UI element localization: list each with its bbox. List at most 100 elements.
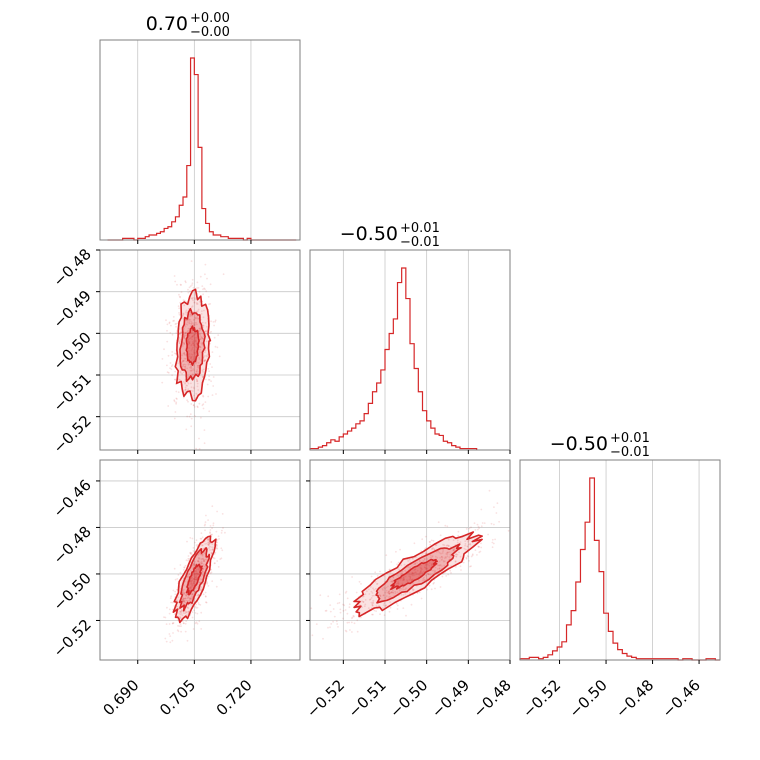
- sample-point: [204, 523, 207, 526]
- sample-point: [214, 320, 217, 323]
- sample-point: [189, 413, 192, 416]
- sample-point: [375, 610, 377, 612]
- sample-point: [213, 553, 216, 555]
- sample-point: [386, 591, 389, 594]
- sample-point: [425, 564, 427, 566]
- sample-point: [195, 317, 197, 320]
- sample-point: [203, 442, 206, 445]
- sample-point: [390, 580, 393, 583]
- sample-point: [411, 582, 414, 585]
- sample-point: [410, 579, 413, 582]
- sample-point: [195, 310, 197, 313]
- sample-point: [442, 543, 444, 546]
- sample-point: [429, 541, 431, 543]
- sample-point: [390, 561, 393, 563]
- sample-point: [212, 376, 215, 378]
- sample-point: [204, 359, 207, 362]
- sample-point: [202, 394, 204, 397]
- sample-point: [188, 320, 191, 323]
- sample-point: [180, 612, 183, 614]
- sample-point: [201, 562, 204, 565]
- sample-point: [201, 570, 204, 572]
- sample-point: [212, 524, 215, 527]
- scatter-panel-1-2: −0.52−0.51−0.50−0.49−0.48: [303, 459, 515, 721]
- sample-point: [190, 580, 193, 583]
- sample-point: [471, 554, 474, 557]
- sample-point: [194, 622, 197, 625]
- sample-point: [382, 589, 384, 591]
- sample-point: [454, 560, 457, 563]
- sample-point: [422, 570, 425, 573]
- sample-point: [192, 357, 195, 360]
- sample-point: [199, 604, 202, 606]
- sample-point: [211, 366, 213, 368]
- sample-point: [364, 599, 367, 601]
- sample-point: [180, 331, 182, 334]
- sample-point: [402, 594, 405, 596]
- sample-point: [198, 437, 200, 440]
- sample-point: [175, 397, 178, 400]
- sample-point: [182, 317, 185, 320]
- sample-point: [410, 572, 413, 575]
- sample-point: [370, 597, 373, 599]
- sample-point: [370, 575, 373, 578]
- sample-point: [193, 333, 196, 336]
- sample-point: [195, 578, 197, 581]
- sample-point: [174, 370, 177, 373]
- sample-point: [179, 617, 182, 620]
- sample-point: [443, 564, 446, 567]
- sample-point: [188, 322, 191, 325]
- sample-point: [201, 557, 204, 560]
- sample-point: [211, 505, 214, 508]
- sample-point: [404, 575, 407, 578]
- sample-point: [202, 293, 205, 296]
- sample-point: [476, 523, 479, 526]
- sample-point: [371, 604, 374, 607]
- sample-point: [202, 557, 205, 560]
- sample-point: [202, 568, 205, 571]
- sample-point: [209, 549, 211, 551]
- sample-point: [201, 544, 204, 547]
- sample-point: [187, 339, 190, 341]
- sample-point: [425, 552, 428, 555]
- sample-point: [189, 551, 192, 554]
- sample-point: [183, 304, 186, 307]
- sample-point: [396, 608, 399, 610]
- histogram-step-line: [309, 267, 478, 450]
- sample-point: [196, 302, 198, 304]
- sample-point: [168, 608, 171, 611]
- sample-point: [446, 551, 448, 554]
- sample-point: [173, 319, 176, 322]
- sample-point: [445, 544, 448, 547]
- sample-point: [187, 382, 190, 385]
- sample-point: [182, 622, 185, 625]
- sample-point: [192, 335, 194, 338]
- sample-point: [187, 291, 190, 294]
- sample-point: [170, 595, 173, 598]
- sample-point: [329, 626, 331, 629]
- sample-point: [441, 556, 444, 559]
- sample-point: [187, 362, 190, 365]
- sample-point: [191, 335, 194, 338]
- sample-point: [189, 597, 191, 600]
- sample-point: [184, 363, 187, 366]
- sample-point: [418, 591, 421, 594]
- sample-point: [195, 346, 197, 348]
- sample-point: [192, 578, 195, 580]
- sample-point: [179, 340, 182, 343]
- sample-point: [468, 527, 471, 530]
- sample-point: [194, 340, 197, 343]
- sample-point: [369, 598, 372, 601]
- sample-point: [184, 381, 187, 384]
- sample-point: [414, 562, 417, 564]
- sample-point: [203, 309, 205, 312]
- sample-point: [204, 595, 207, 597]
- sample-point: [183, 622, 185, 625]
- sample-point: [185, 611, 187, 614]
- x-tick-label: −0.48: [470, 676, 515, 721]
- sample-point: [174, 590, 177, 593]
- sample-point: [384, 604, 387, 607]
- sample-point: [196, 369, 199, 371]
- sample-point: [420, 567, 423, 570]
- sample-point: [196, 572, 199, 575]
